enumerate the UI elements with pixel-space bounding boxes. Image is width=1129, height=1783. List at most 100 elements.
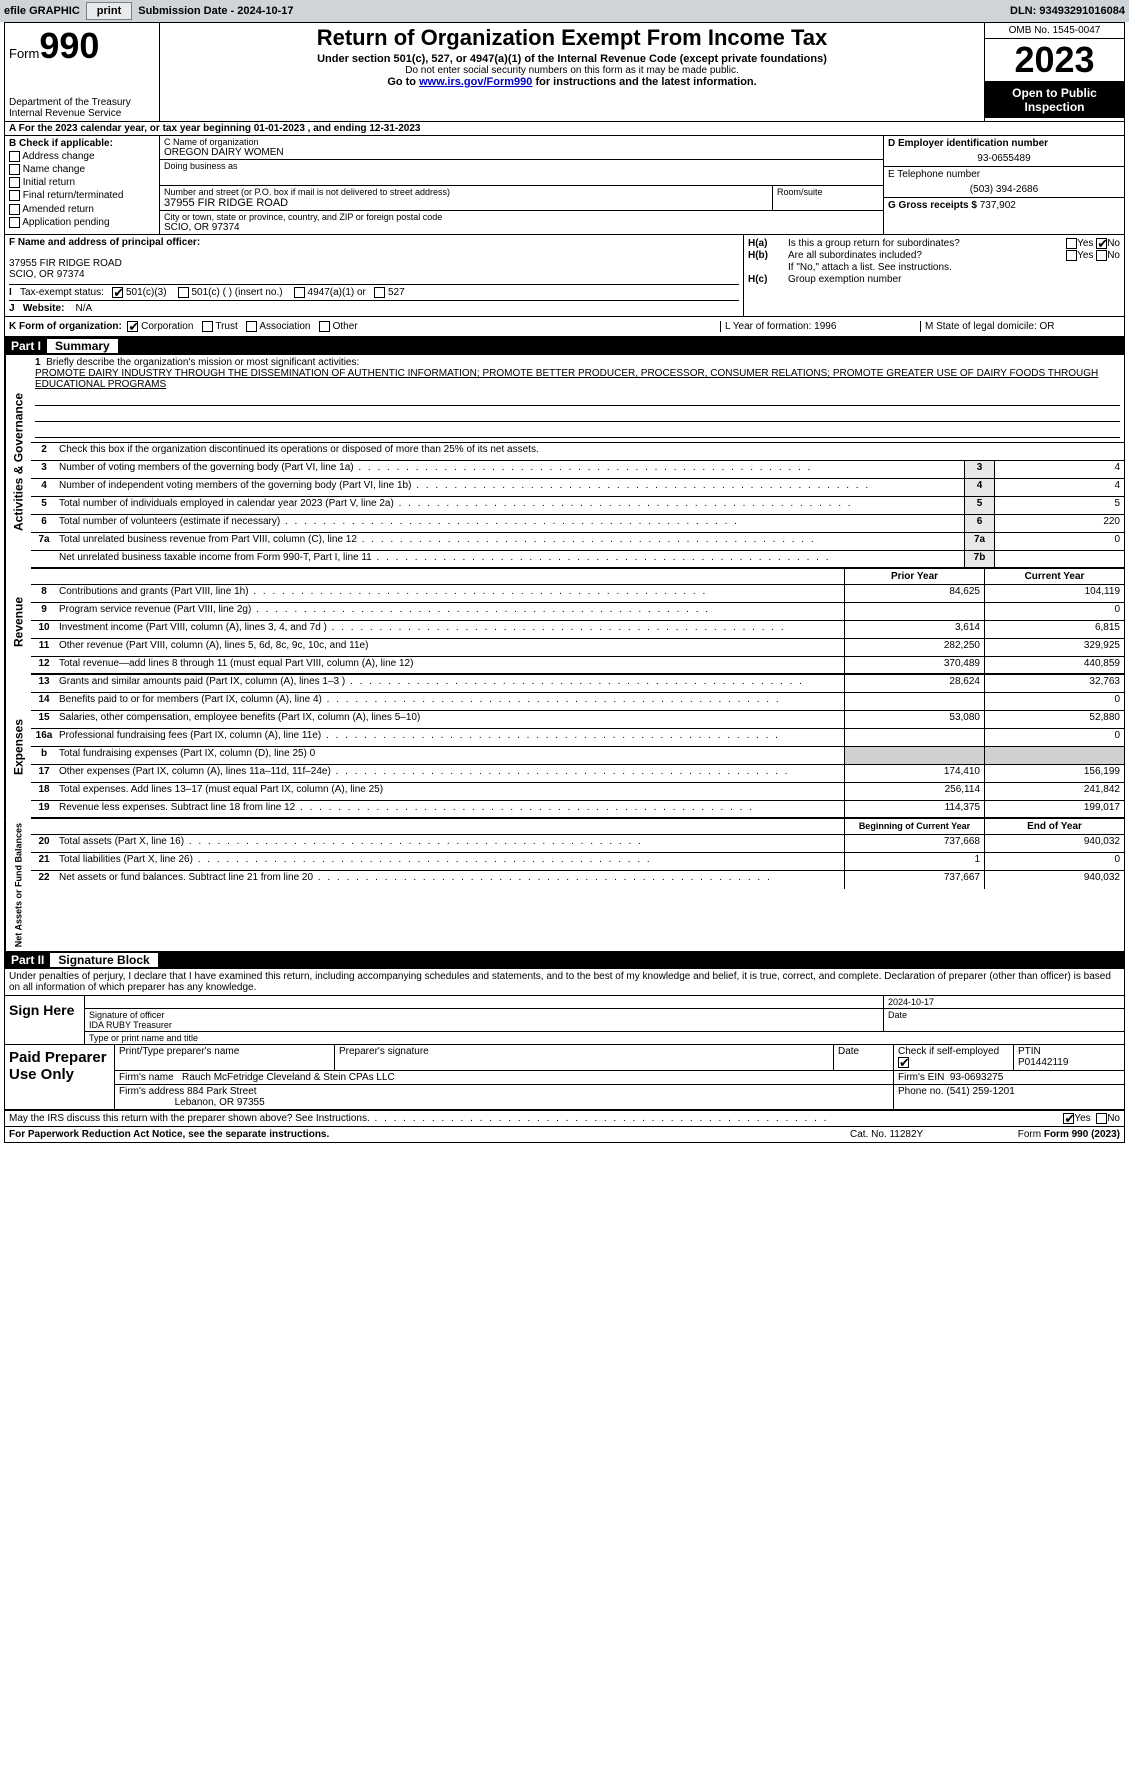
p9 — [844, 603, 984, 620]
hb-note: If "No," attach a list. See instructions… — [788, 262, 1120, 273]
top-toolbar: efile GRAPHIC print Submission Date - 20… — [0, 0, 1129, 22]
line-16b: Total fundraising expenses (Part IX, col… — [59, 748, 315, 759]
side-net-assets: Net Assets or Fund Balances — [5, 819, 31, 951]
row-a-tax-year: A For the 2023 calendar year, or tax yea… — [5, 122, 1124, 136]
open-inspection: Open to Public Inspection — [985, 82, 1124, 118]
page-footer: For Paperwork Reduction Act Notice, see … — [5, 1127, 1124, 1142]
form-subtitle-2: Do not enter social security numbers on … — [166, 65, 978, 76]
row-j-label: J — [9, 303, 15, 314]
column-b: B Check if applicable: Address change Na… — [5, 136, 160, 234]
chk-assoc[interactable] — [246, 321, 257, 332]
lbl-501c3: 501(c)(3) — [126, 287, 167, 298]
tax-exempt-label: Tax-exempt status: — [20, 287, 104, 298]
form-footer-label: Form — [1018, 1129, 1044, 1140]
line-8: Contributions and grants (Part VIII, lin… — [59, 586, 249, 597]
signature-intro: Under penalties of perjury, I declare th… — [5, 969, 1124, 996]
row-i-label: I — [9, 287, 12, 298]
chk-hb-yes[interactable] — [1066, 250, 1077, 261]
officer-addr1: 37955 FIR RIDGE ROAD — [9, 258, 739, 269]
col-b-head: B Check if applicable: — [9, 138, 155, 149]
lbl-assoc: Association — [259, 321, 310, 332]
p22: 737,667 — [844, 871, 984, 889]
tax-year: 2023 — [985, 39, 1124, 82]
firm-addr1: 884 Park Street — [187, 1086, 256, 1097]
lbl-app-pending: Application pending — [22, 217, 109, 228]
firm-phone-label: Phone no. — [898, 1086, 944, 1097]
firm-ein-label: Firm's EIN — [898, 1072, 944, 1083]
irs-link[interactable]: www.irs.gov/Form990 — [419, 76, 532, 88]
current-year-hdr: Current Year — [984, 569, 1124, 584]
mission-label: Briefly describe the organization's miss… — [46, 357, 359, 368]
officer-addr2: SCIO, OR 97374 — [9, 269, 739, 280]
form-header: Form990 Department of the Treasury Inter… — [5, 23, 1124, 122]
may-irs-discuss: May the IRS discuss this return with the… — [5, 1111, 1124, 1127]
chk-may-irs-yes[interactable] — [1063, 1113, 1074, 1124]
line-10: Investment income (Part VIII, column (A)… — [59, 622, 327, 633]
val-7a: 0 — [994, 533, 1124, 550]
line-6: Total number of volunteers (estimate if … — [59, 516, 280, 527]
chk-initial-return[interactable] — [9, 177, 20, 188]
chk-ha-yes[interactable] — [1066, 238, 1077, 249]
hb-yes: Yes — [1077, 250, 1093, 261]
line-2: Check this box if the organization disco… — [59, 444, 539, 455]
hb-no: No — [1107, 250, 1120, 261]
street-label: Number and street (or P.O. box if mail i… — [164, 187, 768, 197]
c9: 0 — [984, 603, 1124, 620]
line-18: Total expenses. Add lines 13–17 (must eq… — [59, 784, 383, 795]
lbl-527: 527 — [388, 287, 405, 298]
p8: 84,625 — [844, 585, 984, 602]
chk-527[interactable] — [374, 287, 385, 298]
lbl-corp: Corporation — [141, 321, 193, 332]
side-governance: Activities & Governance — [5, 355, 31, 569]
c20: 940,032 — [984, 835, 1124, 852]
org-name: OREGON DAIRY WOMEN — [164, 147, 879, 158]
chk-501c3[interactable] — [112, 287, 123, 298]
lbl-address-change: Address change — [22, 151, 94, 162]
chk-address-change[interactable] — [9, 151, 20, 162]
chk-other[interactable] — [319, 321, 330, 332]
sign-here-label: Sign Here — [5, 996, 85, 1044]
chk-4947[interactable] — [294, 287, 305, 298]
chk-501c[interactable] — [178, 287, 189, 298]
sig-type-label: Type or print name and title — [85, 1032, 1124, 1044]
p20: 737,668 — [844, 835, 984, 852]
prior-year-hdr: Prior Year — [844, 569, 984, 584]
val-5: 5 — [994, 497, 1124, 514]
line-20: Total assets (Part X, line 16) — [59, 836, 184, 847]
chk-trust[interactable] — [202, 321, 213, 332]
line-14: Benefits paid to or for members (Part IX… — [59, 694, 322, 705]
line-3: Number of voting members of the governin… — [59, 462, 354, 473]
firm-name-label: Firm's name — [119, 1072, 174, 1083]
lbl-4947: 4947(a)(1) or — [308, 287, 366, 298]
section-bcd: B Check if applicable: Address change Na… — [5, 136, 1124, 235]
part-2-title: Signature Block — [50, 953, 157, 967]
chk-final-return[interactable] — [9, 190, 20, 201]
chk-corp[interactable] — [127, 321, 138, 332]
telephone-value: (503) 394-2686 — [888, 184, 1120, 195]
lbl-final-return: Final return/terminated — [23, 191, 124, 202]
c10: 6,815 — [984, 621, 1124, 638]
p12: 370,489 — [844, 657, 984, 673]
print-button[interactable]: print — [86, 2, 132, 20]
c19: 199,017 — [984, 801, 1124, 817]
part-1-net-assets: Net Assets or Fund Balances Beginning of… — [5, 819, 1124, 951]
chk-amended[interactable] — [9, 204, 20, 215]
c17: 156,199 — [984, 765, 1124, 782]
paperwork-notice: For Paperwork Reduction Act Notice, see … — [9, 1129, 850, 1140]
chk-self-employed[interactable] — [898, 1057, 909, 1068]
chk-ha-no[interactable] — [1096, 238, 1107, 249]
chk-app-pending[interactable] — [9, 217, 20, 228]
website-value: N/A — [76, 303, 93, 314]
form-word: Form — [9, 46, 39, 61]
catalog-number: Cat. No. 11282Y — [850, 1129, 1000, 1140]
chk-name-change[interactable] — [9, 164, 20, 175]
c15: 52,880 — [984, 711, 1124, 728]
chk-hb-no[interactable] — [1096, 250, 1107, 261]
omb-number: OMB No. 1545-0047 — [985, 23, 1124, 39]
ha-text: Is this a group return for subordinates? — [788, 238, 1066, 249]
lbl-name-change: Name change — [23, 164, 85, 175]
dln-label: DLN: 93493291016084 — [1010, 5, 1125, 17]
part-1-governance: Activities & Governance 1 Briefly descri… — [5, 355, 1124, 569]
chk-may-irs-no[interactable] — [1096, 1113, 1107, 1124]
val-7b — [994, 551, 1124, 567]
